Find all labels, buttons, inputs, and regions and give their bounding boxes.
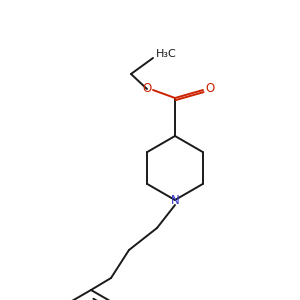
Text: O: O [206, 82, 214, 95]
Text: H₃C: H₃C [156, 49, 177, 59]
Text: N: N [171, 194, 179, 208]
Text: O: O [142, 82, 152, 95]
